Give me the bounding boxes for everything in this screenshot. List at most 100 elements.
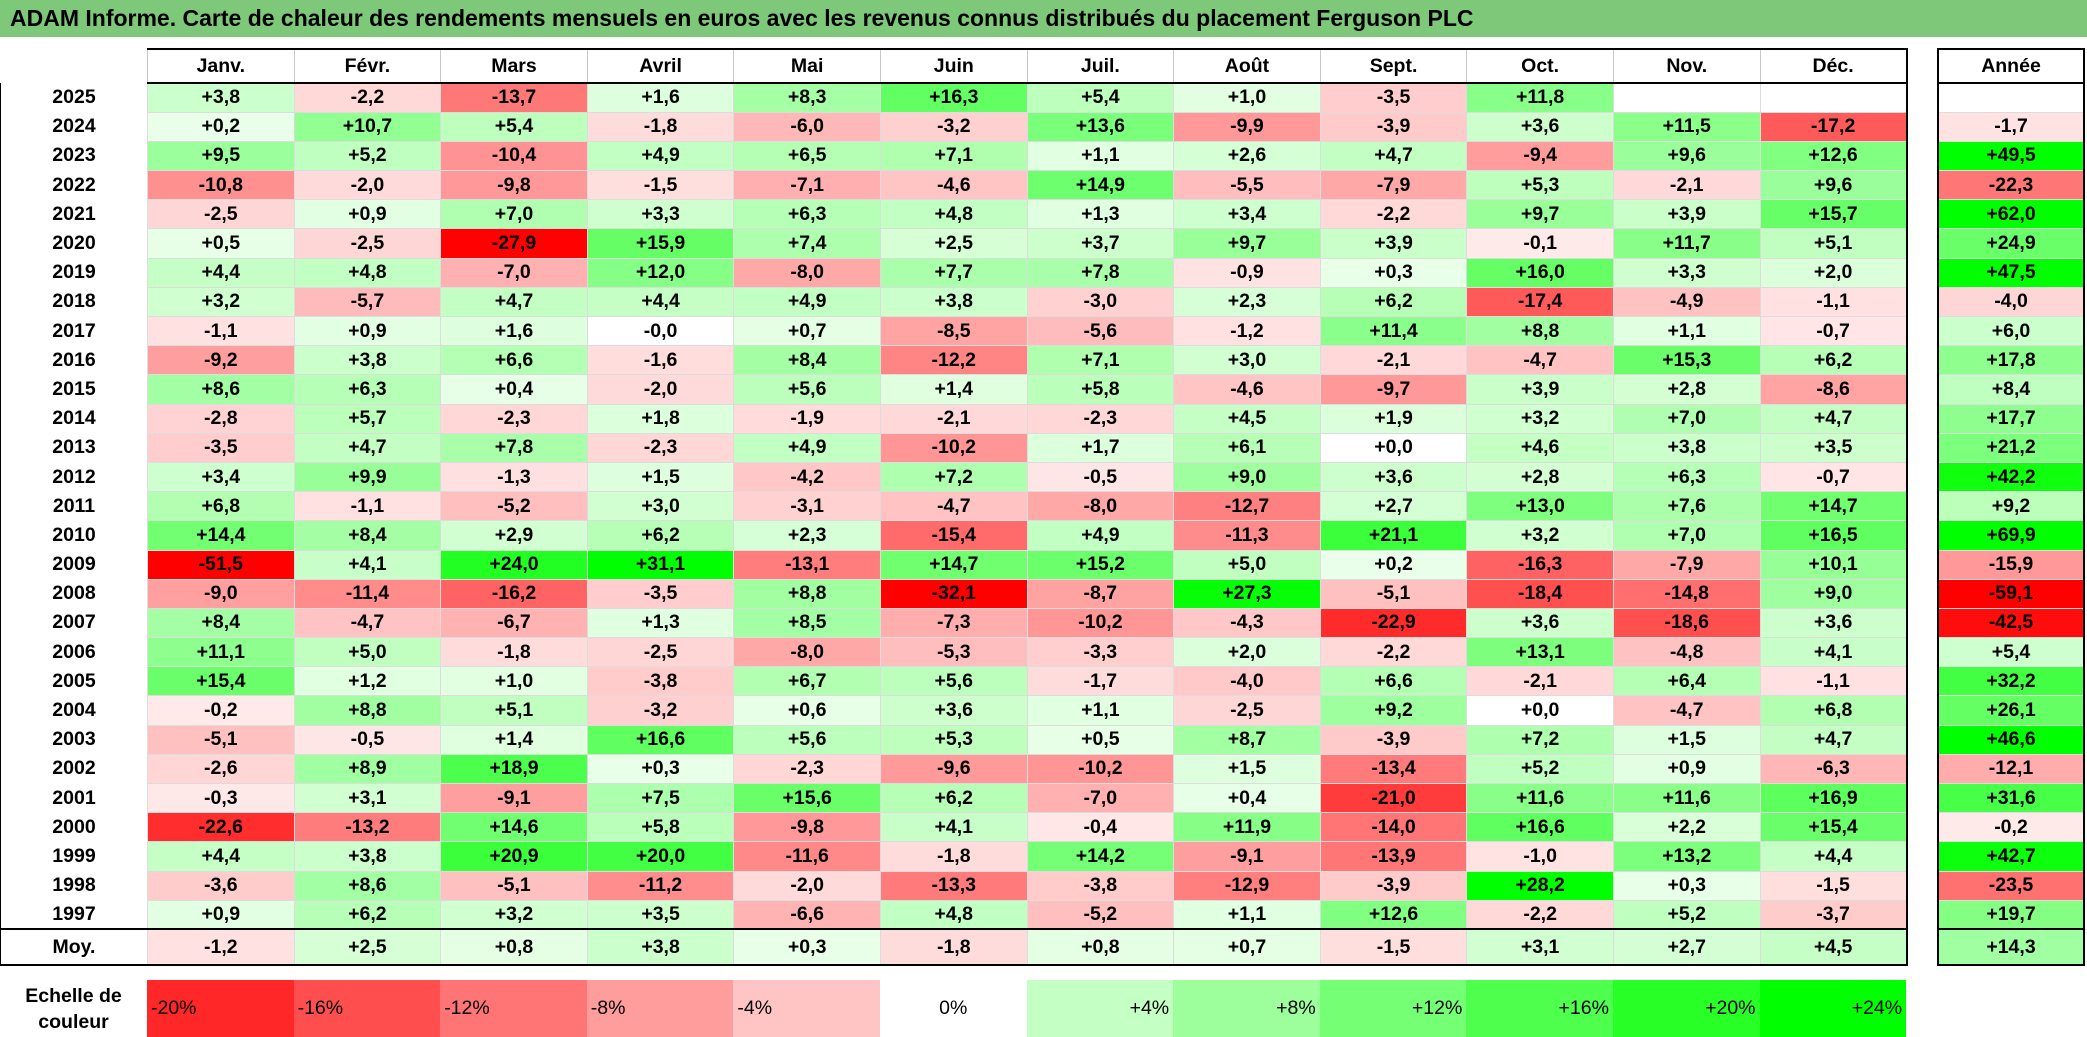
heat-cell: +0,3 [1319, 257, 1468, 288]
heat-cell: -16,3 [1466, 549, 1614, 580]
heat-cell: +5,7 [293, 403, 442, 434]
heat-cell: +6,8 [1759, 695, 1908, 726]
heat-cell: -9,6 [879, 753, 1028, 785]
heat-cell: -3,9 [1319, 724, 1468, 755]
month-header: Avril [586, 48, 735, 84]
heat-cell: -2,8 [147, 403, 295, 434]
heat-cell: +2,8 [1612, 374, 1761, 405]
annual-cell: +6,0 [1937, 316, 2085, 347]
heat-cell: +1,6 [440, 315, 588, 347]
average-cell: +0,8 [440, 928, 588, 967]
heat-cell: -10,2 [879, 432, 1028, 463]
heat-cell: +14,6 [440, 812, 588, 843]
heat-cell: -9,2 [147, 345, 295, 376]
year-row: 2019 +4,4 +4,8 -7,0 +12,0 -8,0 +7,7 +7,8 -0,9 +0,… [0, 257, 1908, 288]
heat-cell: +3,6 [1759, 607, 1908, 639]
heat-cell: +6,8 [147, 491, 295, 522]
heat-cell: +2,7 [1319, 491, 1468, 522]
heat-cell: +6,7 [733, 666, 881, 697]
heat-cell: +11,5 [1612, 111, 1761, 142]
heat-cell: +14,9 [1026, 170, 1175, 201]
heat-cell: -2,5 [147, 199, 295, 230]
heat-cell: +7,8 [1026, 257, 1175, 288]
heat-cell: +3,4 [147, 461, 295, 493]
year-row: 2005 +15,4 +1,2 +1,0 -3,8 +6,7 +5,6 -1,7 -4,0 +6,… [0, 666, 1908, 697]
heat-cell: +14,7 [1759, 491, 1908, 522]
year-label: 2002 [0, 754, 148, 784]
heat-cell: -9,1 [440, 782, 588, 814]
annual-cell: +31,6 [1937, 783, 2085, 814]
heat-cell: +6,3 [1612, 461, 1761, 493]
heat-cell: -13,4 [1319, 753, 1468, 785]
heat-cell: -1,8 [440, 637, 588, 668]
heat-cell: +4,9 [733, 286, 881, 318]
heat-cell: +15,2 [1026, 549, 1175, 580]
month-header: Déc. [1759, 48, 1908, 84]
annual-cell: +19,7 [1937, 900, 2085, 930]
annual-cell: -12,1 [1937, 754, 2085, 785]
year-label: 2016 [0, 345, 148, 375]
heat-cell: +13,2 [1612, 841, 1761, 872]
year-row: 2006 +11,1 +5,0 -1,8 -2,5 -8,0 -5,3 -3,3 +2,0 -2,… [0, 637, 1908, 668]
heat-cell: -9,7 [1319, 374, 1468, 405]
heat-cell: +4,9 [733, 432, 881, 463]
heat-cell: +4,7 [293, 432, 442, 463]
heat-cell: +15,9 [586, 228, 735, 259]
heat-cell: -1,7 [1026, 666, 1175, 697]
heat-cell: -2,2 [1319, 199, 1468, 230]
heat-cell: -12,7 [1173, 491, 1321, 522]
color-scale-stop: +12% [1319, 980, 1467, 1037]
heat-cell: +16,9 [1759, 782, 1908, 814]
heat-cell: -2,1 [879, 403, 1028, 434]
page-title: ADAM Informe. Carte de chaleur des rende… [0, 0, 2087, 37]
heat-cell: +1,5 [1612, 724, 1761, 755]
heat-cell: +9,0 [1759, 578, 1908, 609]
annual-cell: -59,1 [1937, 579, 2085, 609]
heat-cell: -8,5 [879, 315, 1028, 347]
heat-cell: +5,8 [586, 812, 735, 843]
heat-cell: -1,3 [440, 461, 588, 493]
heat-cell: +0,2 [147, 111, 295, 142]
heat-cell: -8,7 [1026, 578, 1175, 609]
heat-cell: +20,9 [440, 841, 588, 872]
annual-cell: +5,4 [1937, 637, 2085, 668]
heat-cell: +3,6 [1466, 111, 1614, 142]
heat-cell: +14,4 [147, 520, 295, 551]
heat-cell: -4,9 [1612, 286, 1761, 318]
heat-cell: +2,8 [1466, 461, 1614, 493]
year-row: 2001 -0,3 +3,1 -9,1 +7,5 +15,6 +6,2 -7,0 +0,4 -21… [0, 782, 1908, 814]
heatmap-table: Janv. Févr. Mars Avril Mai Juin Juil. Août Sept.… [0, 48, 1908, 967]
annual-cell: -4,0 [1937, 287, 2085, 318]
heat-cell: -3,9 [1319, 111, 1468, 142]
heat-cell: +0,9 [1612, 753, 1761, 785]
year-row: 2007 +8,4 -4,7 -6,7 +1,3 +8,5 -7,3 -10,2 -4,3 -22… [0, 607, 1908, 639]
heat-cell: -5,2 [1026, 899, 1175, 930]
heat-cell: +0,2 [1319, 549, 1468, 580]
heat-cell: +3,8 [879, 286, 1028, 318]
heat-cell: -51,5 [147, 549, 295, 580]
heat-cell: -1,1 [147, 315, 295, 347]
year-row: 2024 +0,2 +10,7 +5,4 -1,8 -6,0 -3,2 +13,6 -9,9 -3… [0, 111, 1908, 142]
heat-cell: -1,5 [1759, 870, 1908, 901]
heat-cell: +8,8 [1466, 315, 1614, 347]
heat-cell: +3,9 [1612, 199, 1761, 230]
heat-cell: -21,0 [1319, 782, 1468, 814]
year-label: 2005 [0, 666, 148, 696]
heat-cell: +5,6 [879, 666, 1028, 697]
annual-cell: +21,2 [1937, 433, 2085, 463]
heat-cell: -27,9 [440, 228, 588, 259]
heat-cell: -3,5 [586, 578, 735, 609]
heat-cell: +12,6 [1759, 140, 1908, 172]
year-label: 2015 [0, 374, 148, 405]
heat-cell: +7,2 [879, 461, 1028, 493]
color-scale-stop: +4% [1026, 980, 1174, 1037]
heat-cell: +3,2 [1466, 520, 1614, 551]
heat-cell [1759, 82, 1908, 113]
annual-cell: -15,9 [1937, 550, 2085, 580]
year-row: 2002 -2,6 +8,9 +18,9 +0,3 -2,3 -9,6 -10,2 +1,5 -1… [0, 753, 1908, 785]
heat-cell: -4,7 [879, 491, 1028, 522]
year-label: 2021 [0, 199, 148, 229]
year-label: 2019 [0, 258, 148, 288]
heat-cell: +15,4 [1759, 812, 1908, 843]
average-label: Moy. [0, 928, 148, 967]
